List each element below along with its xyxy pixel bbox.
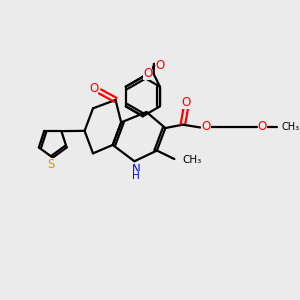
Text: CH₃: CH₃ (183, 154, 202, 165)
Text: S: S (48, 158, 55, 171)
Text: O: O (258, 120, 267, 134)
Text: O: O (201, 120, 211, 134)
Text: N: N (131, 163, 140, 176)
Text: O: O (89, 82, 98, 95)
Text: O: O (181, 97, 190, 110)
Text: O: O (156, 59, 165, 72)
Text: H: H (132, 171, 140, 181)
Text: O: O (143, 67, 152, 80)
Text: CH₃: CH₃ (282, 122, 300, 133)
